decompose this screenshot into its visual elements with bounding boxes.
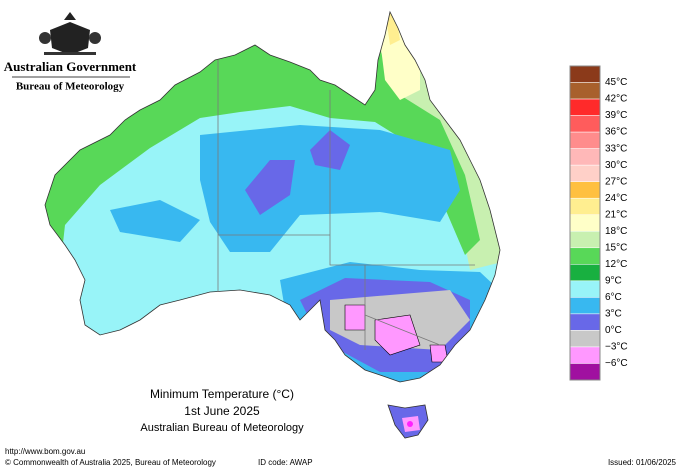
legend-swatch [569,197,601,215]
legend-label: 18°C [605,226,627,237]
footer-copyright: © Commonwealth of Australia 2025, Bureau… [5,458,216,467]
legend-swatch [569,247,601,265]
map-source: Australian Bureau of Meteorology [140,422,304,434]
legend-swatch [569,214,601,232]
legend-label: 3°C [605,309,622,320]
legend-label: −3°C [605,342,628,353]
footer-url: http://www.bom.gov.au [5,447,85,456]
legend: 45°C 42°C 39°C 36°C 33°C 30°C 27°C 24°C 21°C 18°C… [569,65,628,381]
legend-label: 27°C [605,176,627,187]
legend-swatch [569,363,601,381]
legend-label: 24°C [605,193,627,204]
legend-frame [569,65,601,381]
government-name: Australian Government [4,59,137,74]
legend-label: 45°C [605,77,627,88]
legend-swatch [569,131,601,149]
legend-label: 33°C [605,143,627,154]
legend-swatch [569,115,601,133]
legend-label: −6°C [605,358,628,369]
legend-label: 12°C [605,259,627,270]
legend-label: 30°C [605,160,627,171]
map-title: Minimum Temperature (°C) [150,387,294,401]
legend-swatch [569,313,601,331]
legend-swatch [569,181,601,199]
legend-label: 15°C [605,242,627,253]
legend-swatch [569,98,601,116]
map-date: 1st June 2025 [184,404,260,418]
legend-swatch [569,297,601,315]
legend-label: 6°C [605,292,622,303]
footer-id: ID code: AWAP [258,458,313,467]
legend-swatch [569,148,601,166]
legend-label: 9°C [605,275,622,286]
legend-swatch [569,65,601,83]
legend-swatch [569,231,601,249]
legend-label: 39°C [605,110,627,121]
agency-name: Bureau of Meteorology [16,81,125,93]
logo [39,12,101,55]
legend-swatch [569,82,601,100]
legend-swatch [569,264,601,282]
legend-label: 0°C [605,325,622,336]
legend-label: 36°C [605,127,627,138]
legend-label: 42°C [605,94,627,105]
footer-issued: Issued: 01/06/2025 [608,458,677,467]
legend-label: 21°C [605,209,627,220]
legend-swatch [569,330,601,348]
legend-swatch [569,164,601,182]
legend-swatch [569,346,601,364]
legend-swatch [569,280,601,298]
